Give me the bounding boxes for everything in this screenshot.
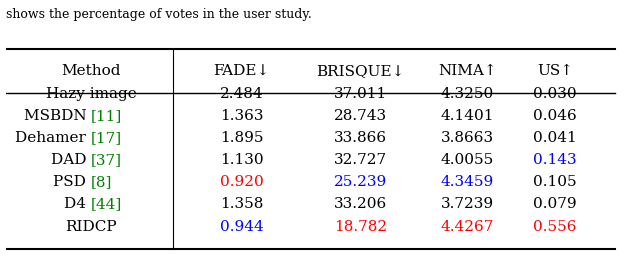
Text: 33.866: 33.866	[334, 131, 387, 145]
Text: 25.239: 25.239	[334, 175, 387, 189]
Text: DAD: DAD	[51, 153, 91, 167]
Text: 3.7239: 3.7239	[441, 198, 494, 211]
Text: US↑: US↑	[537, 64, 573, 78]
Text: 4.0055: 4.0055	[441, 153, 494, 167]
Text: 32.727: 32.727	[334, 153, 387, 167]
Text: 1.130: 1.130	[220, 153, 264, 167]
Text: 0.920: 0.920	[220, 175, 264, 189]
Text: 0.143: 0.143	[533, 153, 577, 167]
Text: 0.030: 0.030	[533, 87, 577, 101]
Text: 1.363: 1.363	[220, 109, 263, 123]
Text: 18.782: 18.782	[334, 220, 387, 234]
Text: 0.944: 0.944	[220, 220, 264, 234]
Text: MSBDN: MSBDN	[24, 109, 91, 123]
Text: Method: Method	[61, 64, 121, 78]
Text: shows the percentage of votes in the user study.: shows the percentage of votes in the use…	[6, 8, 312, 21]
Text: [11]: [11]	[91, 109, 122, 123]
Text: 0.105: 0.105	[533, 175, 577, 189]
Text: Dehamer: Dehamer	[15, 131, 91, 145]
Text: D4: D4	[64, 198, 91, 211]
Text: NIMA↑: NIMA↑	[438, 64, 497, 78]
Text: FADE↓: FADE↓	[214, 64, 269, 78]
Text: 0.046: 0.046	[533, 109, 577, 123]
Text: 37.011: 37.011	[334, 87, 387, 101]
Text: [17]: [17]	[91, 131, 122, 145]
Text: 4.1401: 4.1401	[441, 109, 494, 123]
Text: 4.4267: 4.4267	[441, 220, 494, 234]
Text: 1.358: 1.358	[220, 198, 263, 211]
Text: PSD: PSD	[53, 175, 91, 189]
Text: 28.743: 28.743	[334, 109, 387, 123]
Text: 0.041: 0.041	[533, 131, 577, 145]
Text: 4.3459: 4.3459	[441, 175, 494, 189]
Text: Hazy image: Hazy image	[45, 87, 136, 101]
Text: [8]: [8]	[91, 175, 113, 189]
Text: RIDCP: RIDCP	[65, 220, 117, 234]
Text: 0.079: 0.079	[533, 198, 577, 211]
Text: 1.895: 1.895	[220, 131, 263, 145]
Text: [37]: [37]	[91, 153, 122, 167]
Text: 4.3250: 4.3250	[441, 87, 494, 101]
Text: 33.206: 33.206	[334, 198, 387, 211]
Text: [44]: [44]	[91, 198, 122, 211]
Text: 2.484: 2.484	[220, 87, 264, 101]
Text: 3.8663: 3.8663	[441, 131, 494, 145]
Text: BRISQUE↓: BRISQUE↓	[317, 64, 405, 78]
Text: 0.556: 0.556	[534, 220, 577, 234]
